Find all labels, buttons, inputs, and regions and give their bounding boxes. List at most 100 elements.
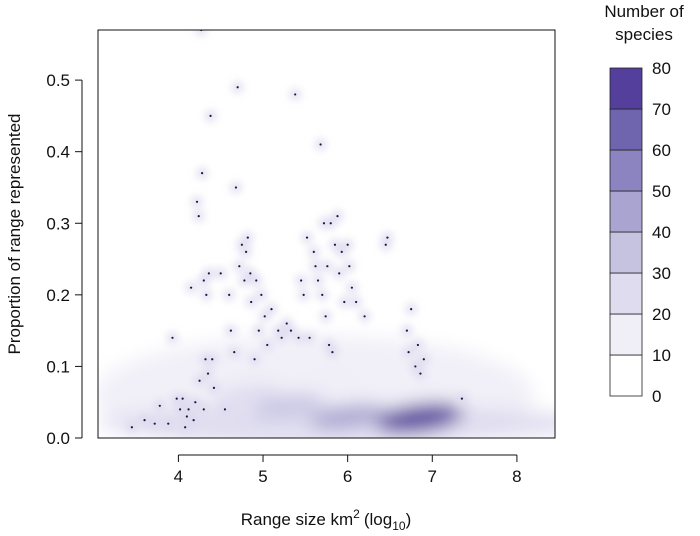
data-point bbox=[305, 236, 309, 239]
x-axis-title-log-close: ) bbox=[406, 510, 412, 529]
data-point bbox=[206, 372, 210, 375]
data-point bbox=[331, 351, 334, 354]
data-point bbox=[205, 293, 208, 296]
data-point bbox=[187, 408, 190, 411]
data-point bbox=[253, 358, 256, 361]
plot-frame bbox=[97, 29, 556, 439]
x-tick-label: 6 bbox=[343, 467, 352, 486]
x-axis-title-main: Range size km bbox=[241, 510, 353, 529]
density-hotspot bbox=[309, 404, 386, 429]
data-point bbox=[246, 236, 249, 239]
data-point bbox=[211, 358, 214, 361]
legend-break-label: 50 bbox=[652, 182, 671, 201]
legend-swatch bbox=[609, 231, 643, 274]
data-point bbox=[300, 279, 303, 282]
data-point bbox=[419, 372, 422, 375]
data-point bbox=[326, 265, 329, 268]
data-point bbox=[346, 243, 349, 246]
data-point bbox=[336, 215, 339, 218]
data-point bbox=[229, 329, 232, 332]
data-point bbox=[263, 315, 266, 318]
legend: Number of species 0 10 20 30 40 50 60 70 80 bbox=[604, 2, 684, 406]
x-tick-label: 8 bbox=[512, 467, 521, 486]
data-point bbox=[343, 300, 346, 304]
legend-swatch bbox=[609, 149, 643, 192]
x-tick-label: 5 bbox=[258, 467, 267, 486]
y-axis: 0.0 0.1 0.2 0.3 0.4 0.5 bbox=[46, 71, 83, 448]
data-point bbox=[197, 215, 200, 218]
data-point bbox=[204, 358, 207, 361]
y-tick-label: 0.4 bbox=[46, 143, 70, 162]
data-point bbox=[249, 272, 252, 275]
y-tick-label: 0.5 bbox=[46, 71, 70, 90]
data-point bbox=[410, 308, 413, 311]
data-point bbox=[407, 351, 410, 354]
legend-break-label: 30 bbox=[652, 264, 671, 283]
data-point bbox=[314, 265, 317, 268]
plot-area bbox=[98, 30, 555, 438]
data-point bbox=[240, 243, 243, 246]
data-point bbox=[200, 172, 204, 175]
data-point bbox=[255, 279, 258, 282]
x-tick-label: 7 bbox=[428, 467, 437, 486]
data-point bbox=[189, 286, 193, 289]
data-point bbox=[219, 272, 222, 275]
data-point bbox=[416, 343, 419, 347]
legend-swatch bbox=[609, 354, 643, 397]
y-tick-label: 0.3 bbox=[46, 214, 70, 233]
data-point bbox=[245, 250, 248, 253]
data-point bbox=[386, 236, 389, 239]
data-point bbox=[178, 408, 182, 411]
data-point bbox=[460, 397, 464, 400]
data-point bbox=[338, 272, 341, 275]
data-point bbox=[329, 222, 332, 225]
legend-break-label: 40 bbox=[652, 223, 671, 242]
data-point bbox=[363, 315, 366, 318]
data-point bbox=[194, 401, 197, 404]
data-point bbox=[130, 426, 133, 429]
data-point bbox=[143, 419, 146, 422]
y-tick-label: 0.1 bbox=[46, 357, 70, 376]
data-point bbox=[277, 329, 280, 332]
legend-swatch bbox=[609, 67, 643, 110]
data-point bbox=[209, 114, 212, 117]
data-point bbox=[414, 365, 417, 368]
data-point bbox=[202, 279, 205, 282]
data-point bbox=[280, 336, 283, 339]
legend-title-line-2: species bbox=[615, 25, 673, 44]
x-axis: 4 5 6 7 8 bbox=[174, 454, 522, 486]
legend-swatch bbox=[609, 108, 643, 151]
data-point bbox=[234, 186, 238, 189]
data-point bbox=[184, 426, 187, 429]
density-hotspot bbox=[375, 403, 464, 433]
points-layer bbox=[130, 30, 464, 429]
data-point bbox=[167, 422, 170, 425]
data-point bbox=[171, 336, 174, 339]
data-point bbox=[223, 408, 227, 411]
data-point bbox=[260, 293, 263, 296]
data-point bbox=[297, 336, 300, 339]
data-point bbox=[319, 143, 322, 146]
legend-break-label: 10 bbox=[652, 346, 671, 365]
data-point bbox=[266, 343, 269, 347]
data-point bbox=[202, 408, 205, 411]
legend-swatch bbox=[609, 272, 643, 315]
density-hotspot bbox=[212, 384, 280, 406]
data-point bbox=[285, 322, 288, 325]
density-hotspot bbox=[253, 394, 324, 418]
data-point bbox=[340, 250, 343, 253]
data-point bbox=[257, 329, 260, 332]
y-tick-label: 0.0 bbox=[46, 429, 70, 448]
legend-break-label: 80 bbox=[652, 59, 671, 78]
y-tick-label: 0.2 bbox=[46, 286, 70, 305]
data-point bbox=[355, 300, 358, 304]
data-point bbox=[333, 243, 337, 246]
data-point bbox=[289, 329, 293, 332]
data-point bbox=[233, 351, 236, 354]
data-point bbox=[175, 397, 178, 400]
data-point bbox=[405, 329, 408, 332]
data-point bbox=[212, 386, 216, 389]
legend-swatch bbox=[609, 313, 643, 356]
data-point bbox=[195, 200, 199, 203]
